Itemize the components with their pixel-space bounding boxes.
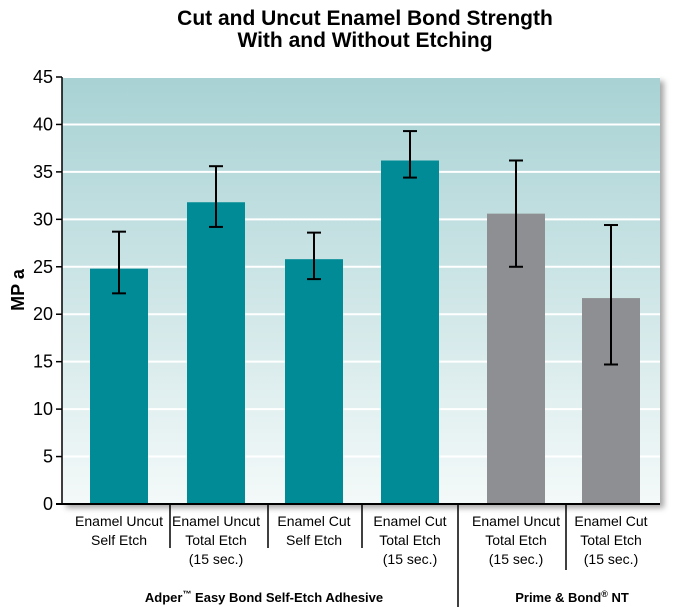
y-tick-label: 20 bbox=[33, 304, 53, 324]
x-tick-label: Total Etch bbox=[185, 532, 246, 548]
y-tick-label: 0 bbox=[43, 494, 53, 514]
x-tick-label: Enamel Cut bbox=[373, 513, 446, 529]
x-tick-label: (15 sec.) bbox=[189, 551, 243, 567]
y-axis-label: MP a bbox=[8, 268, 28, 311]
x-axis: Enamel Uncut Self Etch Enamel Uncut Total E… bbox=[56, 503, 660, 607]
y-axis: 0 5 10 15 20 25 30 35 40 45 bbox=[33, 67, 63, 514]
y-tick-label: 25 bbox=[33, 257, 53, 277]
group-label: Prime & Bond® NT bbox=[515, 589, 629, 605]
plot-background bbox=[62, 77, 660, 504]
x-tick-label: Self Etch bbox=[91, 532, 147, 548]
gridlines bbox=[62, 76, 660, 458]
chart-title: Cut and Uncut Enamel Bond Strength With … bbox=[60, 8, 670, 52]
bar bbox=[90, 268, 148, 504]
chart-title-line-2: With and Without Etching bbox=[237, 29, 493, 52]
chart-title-line-1: Cut and Uncut Enamel Bond Strength bbox=[177, 7, 553, 30]
x-tick-label: Enamel Cut bbox=[277, 513, 350, 529]
x-tick-label: Enamel Uncut bbox=[472, 513, 560, 529]
y-tick-label: 45 bbox=[33, 67, 53, 87]
x-tick-label: (15 sec.) bbox=[489, 551, 543, 567]
y-tick-label: 15 bbox=[33, 352, 53, 372]
y-tick-label: 40 bbox=[33, 114, 53, 134]
x-tick-label: Self Etch bbox=[286, 532, 342, 548]
error-bars bbox=[112, 130, 618, 366]
x-tick-label: Enamel Cut bbox=[574, 513, 647, 529]
group-label: Adper™ Easy Bond Self-Etch Adhesive bbox=[145, 589, 383, 605]
bar bbox=[285, 259, 343, 504]
x-tick-label: (15 sec.) bbox=[584, 551, 638, 567]
y-tick-label: 30 bbox=[33, 209, 53, 229]
x-tick-label: (15 sec.) bbox=[383, 551, 437, 567]
x-tick-label: Total Etch bbox=[580, 532, 641, 548]
x-tick-label: Total Etch bbox=[379, 532, 440, 548]
x-tick-label: Enamel Uncut bbox=[172, 513, 260, 529]
bar bbox=[381, 160, 439, 504]
x-tick-label: Total Etch bbox=[485, 532, 546, 548]
bars bbox=[90, 160, 640, 504]
x-tick-label: Enamel Uncut bbox=[75, 513, 163, 529]
y-tick-label: 35 bbox=[33, 162, 53, 182]
y-tick-label: 10 bbox=[33, 399, 53, 419]
bar bbox=[187, 202, 245, 504]
y-tick-label: 5 bbox=[43, 447, 53, 467]
